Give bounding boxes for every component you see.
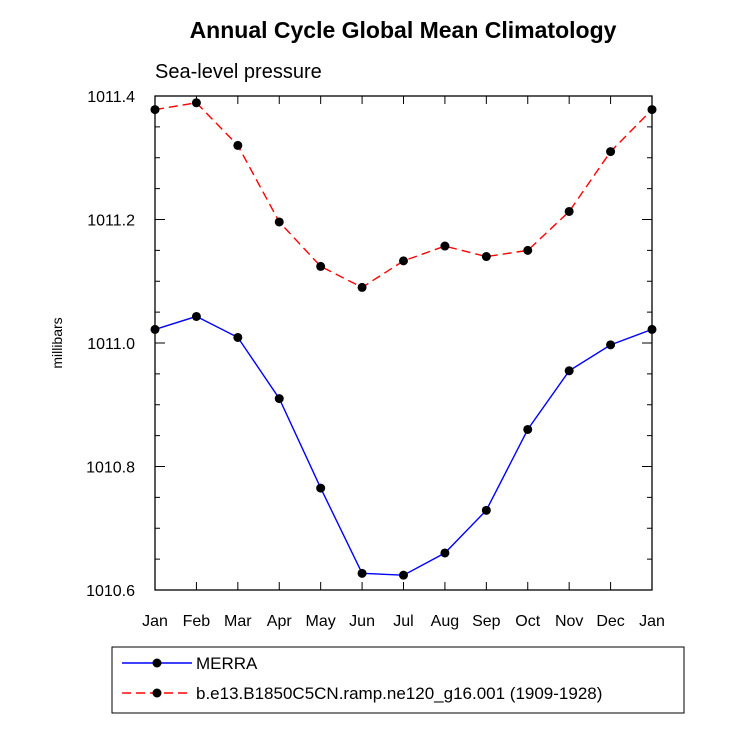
data-point (233, 332, 243, 342)
data-point (606, 340, 616, 350)
y-tick-label: 1010.8 (86, 460, 135, 477)
data-point (316, 261, 326, 271)
x-tick-label: Jul (393, 613, 413, 630)
data-point (399, 570, 408, 580)
x-tick-label: Apr (267, 613, 293, 630)
data-point (399, 256, 408, 266)
legend-marker-merra (152, 658, 162, 668)
y-tick-label: 1011.0 (87, 336, 135, 353)
data-point (523, 424, 533, 434)
legend-marker-model (152, 688, 162, 698)
plot-area: Jan Feb Mar Apr May Jun Jul Aug Sep Oct Nov Dec Jan 1… (86, 89, 665, 630)
x-tick-label: Sep (472, 613, 501, 630)
chart-title: Annual Cycle Global Mean Climatology (190, 17, 617, 43)
data-point (357, 568, 367, 578)
data-point (440, 241, 450, 251)
x-tick-label: Nov (555, 613, 583, 630)
data-point (316, 483, 326, 493)
data-point (564, 366, 574, 376)
x-tick-label: Oct (515, 613, 540, 630)
x-tick-label: Dec (596, 613, 624, 630)
data-point (357, 282, 367, 292)
data-point (150, 105, 160, 115)
data-point (440, 548, 450, 558)
data-point (274, 217, 284, 227)
data-point (523, 245, 533, 255)
y-tick-label: 1011.4 (87, 89, 135, 106)
data-point (481, 505, 491, 515)
data-point (481, 252, 491, 262)
data-point (647, 324, 657, 334)
data-point (606, 147, 616, 157)
series-line-0 (154, 315, 653, 576)
data-point (191, 98, 201, 108)
chart-subtitle: Sea-level pressure (155, 61, 322, 83)
data-point (647, 105, 657, 115)
x-tick-label: Feb (183, 613, 211, 630)
data-point (150, 324, 160, 334)
x-tick-label: Mar (224, 613, 252, 630)
x-tick-label: May (306, 613, 336, 630)
plot-frame (154, 95, 653, 591)
data-point (274, 394, 284, 404)
x-tick-label: Aug (431, 613, 459, 630)
data-point (233, 140, 243, 150)
x-tick-label: Jun (349, 613, 375, 630)
y-axis-label: millibars (49, 317, 65, 368)
y-tick-label: 1011.2 (87, 213, 135, 230)
y-tick-label: 1010.6 (86, 583, 135, 600)
x-tick-label: Jan (142, 613, 168, 630)
data-point (191, 311, 201, 321)
legend-label-merra: MERRA (196, 654, 258, 673)
x-tick-label: Jan (639, 613, 665, 630)
data-point (564, 206, 574, 216)
legend-box (111, 646, 685, 714)
legend: MERRA b.e13.B1850C5CN.ramp.ne120_g16.001… (111, 646, 685, 714)
legend-label-model: b.e13.B1850C5CN.ramp.ne120_g16.001 (1909… (196, 684, 602, 703)
